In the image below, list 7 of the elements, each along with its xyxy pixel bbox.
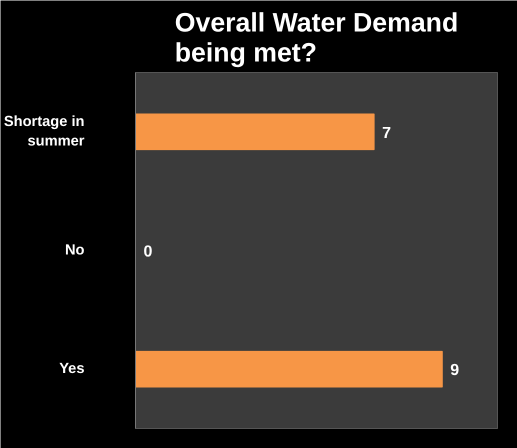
data-label: 7 bbox=[382, 124, 392, 142]
data-label: 9 bbox=[450, 362, 460, 380]
chart-title: Overall Water Demand being met? bbox=[174, 8, 458, 68]
y-tick-label: No bbox=[64, 242, 85, 258]
data-label: 0 bbox=[144, 244, 152, 260]
y-tick-label: Shortage in summer bbox=[4, 114, 85, 150]
y-tick-label: Yes bbox=[59, 361, 85, 378]
